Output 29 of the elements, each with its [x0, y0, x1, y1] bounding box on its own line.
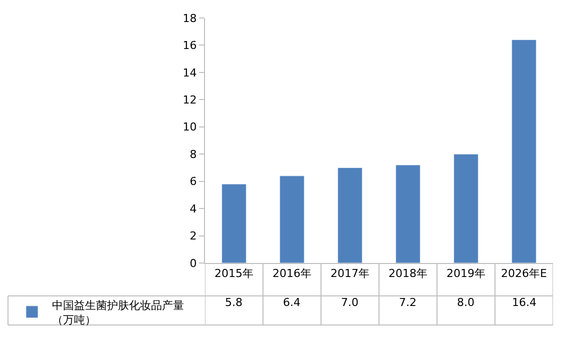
bar [338, 167, 362, 263]
x-tick-label: 2015年 [214, 267, 254, 280]
data-label: 16.4 [512, 296, 536, 309]
y-tick-label: 0 [190, 256, 197, 270]
bar [512, 40, 536, 263]
y-tick-label: 18 [182, 12, 197, 25]
data-label: 5.8 [225, 296, 242, 309]
x-tick-label: 2017年 [330, 267, 370, 280]
y-tick-label: 8 [190, 148, 197, 161]
data-label: 8.0 [457, 296, 474, 309]
x-tick-label: 2018年 [388, 267, 428, 280]
legend-label: 中国益生菌护肤化妆品产量（万吨） [52, 299, 184, 326]
data-label: 6.4 [283, 296, 300, 309]
data-label: 7.2 [399, 296, 416, 309]
y-tick-label: 4 [190, 202, 197, 216]
y-tick-label: 10 [182, 120, 197, 134]
x-tick-label: 2016年 [272, 267, 312, 280]
x-tick-label: 2019年 [446, 267, 486, 280]
x-tick-label: 2026年E [501, 267, 548, 280]
y-tick-label: 16 [182, 39, 197, 52]
y-tick-label: 6 [190, 175, 197, 188]
data-label: 7.0 [341, 296, 358, 309]
bar [454, 154, 478, 263]
bar [280, 176, 304, 263]
y-tick-label: 14 [182, 66, 197, 80]
bar [222, 184, 246, 263]
bar [396, 164, 420, 263]
y-tick-label: 2 [190, 230, 197, 243]
y-tick-label: 12 [182, 94, 197, 107]
